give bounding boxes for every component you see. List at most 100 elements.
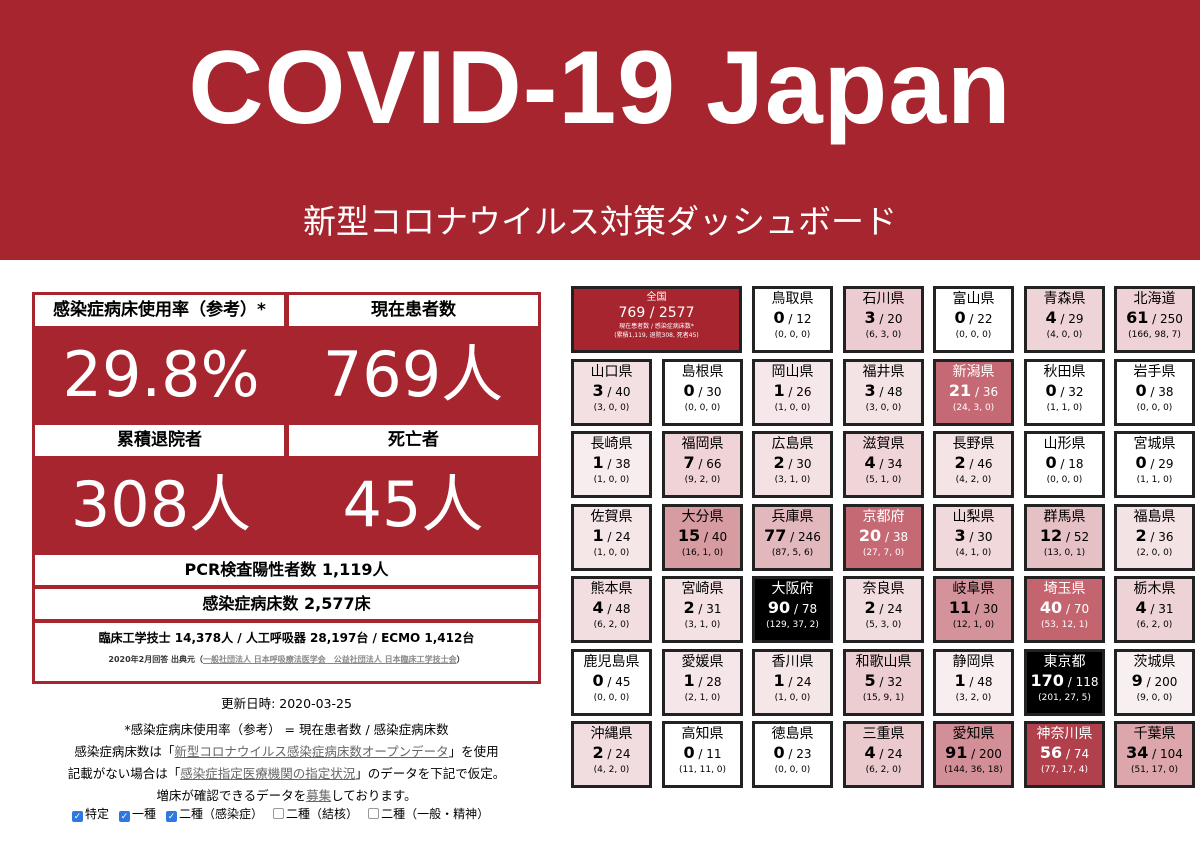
prefecture-beds: 24 [796,675,812,689]
prefecture-value: 9 / 200 [1131,671,1178,690]
prefecture-tile[interactable]: 愛媛県 1 / 28 (2, 1, 0) [662,649,743,716]
checkbox-icon[interactable]: ✓ [119,811,131,822]
checkbox-icon[interactable]: ✓ [72,811,83,822]
prefecture-tile[interactable]: 石川県 3 / 20 (6, 3, 0) [843,286,924,353]
prefecture-tile[interactable]: 大分県 15 / 40 (16, 1, 0) [662,504,743,571]
prefecture-tile[interactable]: 山梨県 3 / 30 (4, 1, 0) [933,504,1014,571]
prefecture-tile[interactable]: 山口県 3 / 40 (3, 0, 0) [571,359,652,426]
prefecture-detail: (0, 0, 0) [684,403,721,413]
pcr-positive-count: PCR検査陽性者数 1,119人 [35,555,538,585]
prefecture-tile[interactable]: 富山県 0 / 22 (0, 0, 0) [933,286,1014,353]
prefecture-current: 40 [1039,598,1063,617]
prefecture-name: 香川県 [771,654,814,670]
prefecture-beds: 38 [892,530,909,544]
prefecture-beds: 70 [1073,602,1090,616]
prefecture-tile[interactable]: 岩手県 0 / 38 (0, 0, 0) [1114,359,1195,426]
prefecture-value: 90 / 78 [767,598,818,617]
stats-panel: 感染症病床使用率（参考）* 現在患者数 29.8% 769人 累積退院者 死亡者… [32,292,541,684]
prefecture-tile[interactable]: 埼玉県 40 / 70 (53, 12, 1) [1024,576,1105,643]
source-note: 2020年2月回答 出典元（一般社団法人 日本呼吸療法医学会 公益社団法人 日本… [35,653,538,667]
checkbox-nishu-kekkaku[interactable]: 二種（結核） [273,806,358,822]
note-line-2-prefix: 感染症病床数は「 [74,744,175,759]
prefecture-detail: (87, 5, 6) [771,548,814,558]
prefecture-tile[interactable]: 秋田県 0 / 32 (1, 1, 0) [1024,359,1105,426]
prefecture-name: 徳島県 [771,726,814,742]
prefecture-beds: 40 [711,530,728,544]
prefecture-name: 鹿児島県 [583,654,640,670]
prefecture-beds: 32 [887,675,903,689]
checkbox-icon[interactable] [368,808,380,819]
prefecture-tile[interactable]: 福島県 2 / 36 (2, 0, 0) [1114,504,1195,571]
prefecture-value: 0 / 45 [592,671,631,690]
prefecture-current: 11 [948,598,972,617]
prefecture-tile[interactable]: 岡山県 1 / 26 (1, 0, 0) [752,359,833,426]
prefecture-tile[interactable]: 千葉県 34 / 104 (51, 17, 0) [1114,721,1195,788]
infection-bed-count: 感染症病床数 2,577床 [35,589,538,619]
prefecture-tile[interactable]: 京都府 20 / 38 (27, 7, 0) [843,504,924,571]
prefecture-tile[interactable]: 香川県 1 / 24 (1, 0, 0) [752,649,833,716]
checkbox-icon[interactable]: ✓ [166,811,178,822]
checkbox-label: 二種（結核） [286,807,359,821]
prefecture-current: 0 [773,308,785,327]
prefecture-beds: 32 [1068,385,1084,399]
designation-status-link[interactable]: 感染症指定医療機関の指定状況 [180,766,356,781]
checkbox-isshu[interactable]: ✓ 一種 [119,806,156,822]
source-suffix: ） [456,655,465,664]
prefecture-tile[interactable]: 宮崎県 2 / 31 (3, 1, 0) [662,576,743,643]
prefecture-current: 2 [864,598,876,617]
prefecture-tile[interactable]: 福岡県 7 / 66 (9, 2, 0) [662,431,743,498]
prefecture-value: 1 / 28 [683,671,722,690]
national-value: 769 / 2577 [618,305,695,321]
prefecture-tile[interactable]: 滋賀県 4 / 34 (5, 1, 0) [843,431,924,498]
national-total-tile[interactable]: 全国 769 / 2577 現在患者数 / 感染症病床数* (累積1,119, … [571,286,742,353]
checkbox-label: 特定 [85,807,110,821]
prefecture-current: 9 [1131,671,1143,690]
prefecture-tile[interactable]: 東京都 170 / 118 (201, 27, 5) [1024,649,1105,716]
checkbox-nishu-ippan[interactable]: 二種（一般・精神） [368,806,489,822]
prefecture-tile[interactable]: 新潟県 21 / 36 (24, 3, 0) [933,359,1014,426]
prefecture-tile[interactable]: 和歌山県 5 / 32 (15, 9, 1) [843,649,924,716]
prefecture-tile[interactable]: 三重県 4 / 24 (6, 2, 0) [843,721,924,788]
source-link[interactable]: 一般社団法人 日本呼吸療法医学会 公益社団法人 日本臨床工学技士会 [203,655,457,664]
open-data-link[interactable]: 新型コロナウイルス感染症病床数オープンデータ [174,744,449,759]
prefecture-beds: 31 [706,602,722,616]
checkbox-icon[interactable] [273,808,285,819]
prefecture-tile[interactable]: 群馬県 12 / 52 (13, 0, 1) [1024,504,1105,571]
prefecture-tile[interactable]: 宮城県 0 / 29 (1, 1, 0) [1114,431,1195,498]
prefecture-beds: 29 [1068,312,1084,326]
prefecture-tile[interactable]: 茨城県 9 / 200 (9, 0, 0) [1114,649,1195,716]
prefecture-tile[interactable]: 福井県 3 / 48 (3, 0, 0) [843,359,924,426]
prefecture-tile[interactable]: 広島県 2 / 30 (3, 1, 0) [752,431,833,498]
prefecture-tile[interactable]: 島根県 0 / 30 (0, 0, 0) [662,359,743,426]
prefecture-tile[interactable]: 大阪府 90 / 78 (129, 37, 2) [752,576,833,643]
prefecture-tile[interactable]: 奈良県 2 / 24 (5, 3, 0) [843,576,924,643]
prefecture-tile[interactable]: 徳島県 0 / 23 (0, 0, 0) [752,721,833,788]
prefecture-detail: (9, 2, 0) [684,475,721,485]
prefecture-current: 1 [773,381,785,400]
prefecture-tile[interactable]: 鹿児島県 0 / 45 (0, 0, 0) [571,649,652,716]
header-banner: COVID-19 Japan 新型コロナウイルス対策ダッシュボード [0,0,1200,260]
prefecture-tile[interactable]: 静岡県 1 / 48 (3, 2, 0) [933,649,1014,716]
prefecture-tile[interactable]: 長崎県 1 / 38 (1, 0, 0) [571,431,652,498]
prefecture-value: 2 / 36 [1135,526,1174,545]
prefecture-detail: (0, 0, 0) [1046,475,1083,485]
prefecture-tile[interactable]: 高知県 0 / 11 (11, 11, 0) [662,721,743,788]
prefecture-tile[interactable]: 熊本県 4 / 48 (6, 2, 0) [571,576,652,643]
checkbox-nishu-kansensho[interactable]: ✓ 二種（感染症） [166,806,263,822]
prefecture-current: 0 [1135,381,1147,400]
prefecture-tile[interactable]: 長野県 2 / 46 (4, 2, 0) [933,431,1014,498]
prefecture-tile[interactable]: 鳥取県 0 / 12 (0, 0, 0) [752,286,833,353]
checkbox-tokutei[interactable]: ✓ 特定 [72,806,109,822]
prefecture-tile[interactable]: 兵庫県 77 / 246 (87, 5, 6) [752,504,833,571]
prefecture-tile[interactable]: 青森県 4 / 29 (4, 0, 0) [1024,286,1105,353]
prefecture-tile[interactable]: 愛知県 91 / 200 (144, 36, 18) [933,721,1014,788]
prefecture-tile[interactable]: 北海道 61 / 250 (166, 98, 7) [1114,286,1195,353]
prefecture-tile[interactable]: 神奈川県 56 / 74 (77, 17, 4) [1024,721,1105,788]
prefecture-tile[interactable]: 沖縄県 2 / 24 (4, 2, 0) [571,721,652,788]
prefecture-tile[interactable]: 栃木県 4 / 31 (6, 2, 0) [1114,576,1195,643]
prefecture-tile[interactable]: 岐阜県 11 / 30 (12, 1, 0) [933,576,1014,643]
prefecture-tile[interactable]: 山形県 0 / 18 (0, 0, 0) [1024,431,1105,498]
recruit-link[interactable]: 募集 [306,788,332,803]
prefecture-beds: 200 [979,747,1002,761]
prefecture-tile[interactable]: 佐賀県 1 / 24 (1, 0, 0) [571,504,652,571]
